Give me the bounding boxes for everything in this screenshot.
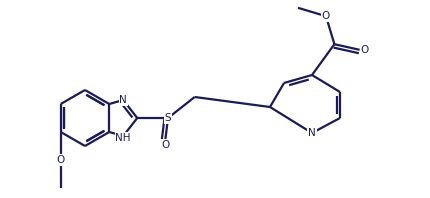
Text: O: O	[322, 11, 330, 21]
Text: S: S	[165, 113, 172, 123]
Text: O: O	[161, 140, 169, 150]
Text: O: O	[57, 155, 65, 165]
Text: NH: NH	[116, 133, 131, 143]
Text: O: O	[360, 45, 369, 55]
Text: N: N	[120, 95, 127, 105]
Text: N: N	[308, 128, 316, 138]
